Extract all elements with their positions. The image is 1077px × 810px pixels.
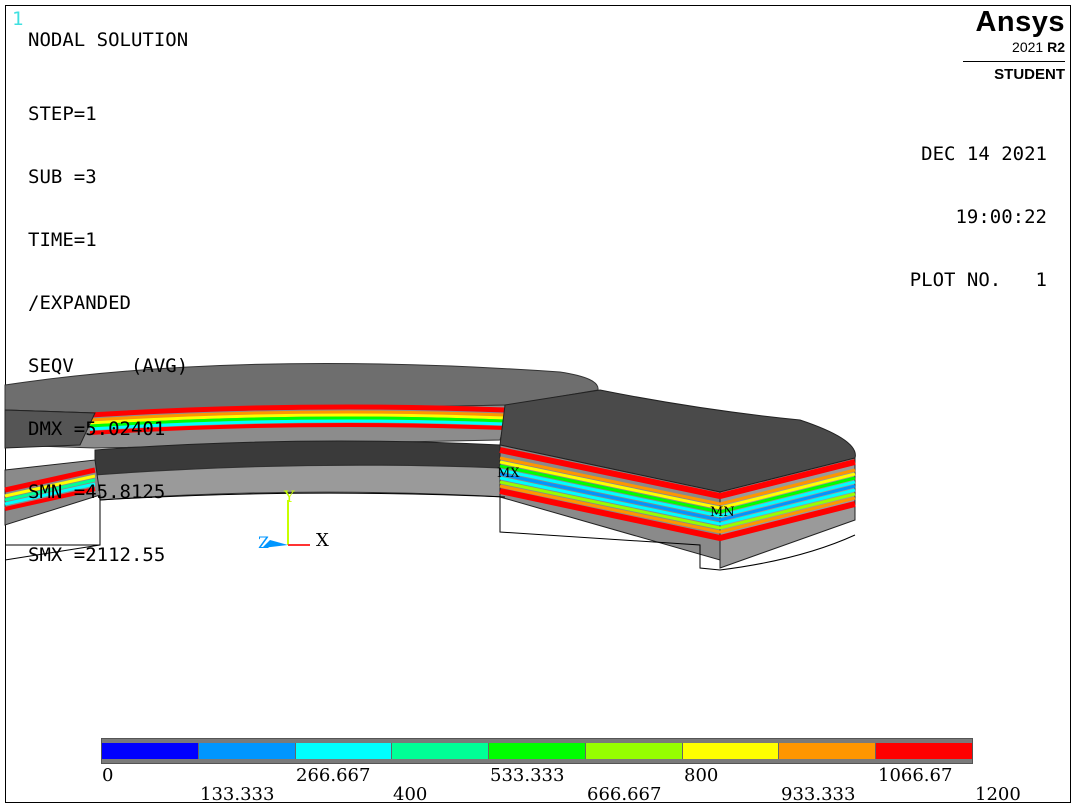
solution-info: STEP=1 SUB =3 TIME=1 /EXPANDED SEQV (AVG… [28, 62, 188, 587]
legend-color-segment [875, 743, 973, 759]
info-line: /EXPANDED [28, 292, 131, 314]
ring-top-surface [4, 363, 599, 414]
legend-color-segment [681, 743, 779, 759]
legend-label-top: 266.667 [296, 765, 371, 786]
legend-label-bottom: 1200 [975, 784, 1021, 805]
legend-color-segment [197, 743, 295, 759]
window-number: 1 [12, 8, 24, 30]
plot-title: NODAL SOLUTION [28, 29, 189, 51]
info-line: DMX =5.02401 [28, 418, 166, 440]
logo-edition: STUDENT [994, 66, 1065, 83]
contour-legend-bar [101, 738, 973, 764]
legend-color-segment [488, 743, 585, 759]
legend-color-segment [391, 743, 489, 759]
min-marker: MN [710, 505, 735, 520]
legend-color-segment [294, 743, 392, 759]
info-line: SMX =2112.55 [28, 544, 166, 566]
coordinate-triad: Y X Z [258, 487, 329, 552]
lug-stress-bands [499, 447, 856, 542]
legend-label-top: 800 [684, 765, 719, 786]
logo-brand: Ansys [975, 6, 1065, 38]
info-line: STEP=1 [28, 103, 97, 125]
legend-color-segment [778, 743, 876, 759]
triad-y-label: Y [283, 487, 295, 506]
max-marker: MX [497, 466, 520, 481]
info-line: SUB =3 [28, 166, 97, 188]
left-block-top [4, 409, 96, 449]
lug-outline [499, 497, 721, 571]
legend-label-bottom: 666.667 [587, 784, 662, 805]
triad-z-label: Z [258, 533, 269, 552]
legend-label-bottom: 933.333 [781, 784, 856, 805]
logo-version-year: 2021 [1012, 39, 1048, 55]
plot-number: PLOT NO. 1 [909, 269, 1047, 291]
plot-time: 19:00:22 [955, 206, 1047, 228]
lug-top-surface [499, 389, 856, 493]
legend-color-segment [102, 743, 198, 759]
legend-label-top: 1066.67 [878, 765, 953, 786]
info-line: TIME=1 [28, 229, 97, 251]
info-line: SEQV (AVG) [28, 355, 189, 377]
legend-label-top: 533.333 [490, 765, 565, 786]
logo-version: 2021 R2 [955, 38, 1065, 56]
legend-label-top: 0 [102, 765, 114, 786]
left-stress-bands [4, 467, 96, 511]
triad-x-label: X [316, 530, 329, 551]
legend-label-bottom: 400 [393, 784, 428, 805]
legend-color-segment [584, 743, 682, 759]
ansys-logo: Ansys 2021 R2 STUDENT [955, 6, 1065, 84]
back-arc-stress-bands [89, 404, 506, 435]
plot-date: DEC 14 2021 [921, 143, 1047, 165]
logo-version-release: R2 [1047, 39, 1065, 55]
legend-label-bottom: 133.333 [200, 784, 275, 805]
info-line: SMN =45.8125 [28, 481, 166, 503]
logo-divider [963, 61, 1065, 62]
date-block: DEC 14 2021 19:00:22 PLOT NO. 1 [910, 102, 1047, 312]
